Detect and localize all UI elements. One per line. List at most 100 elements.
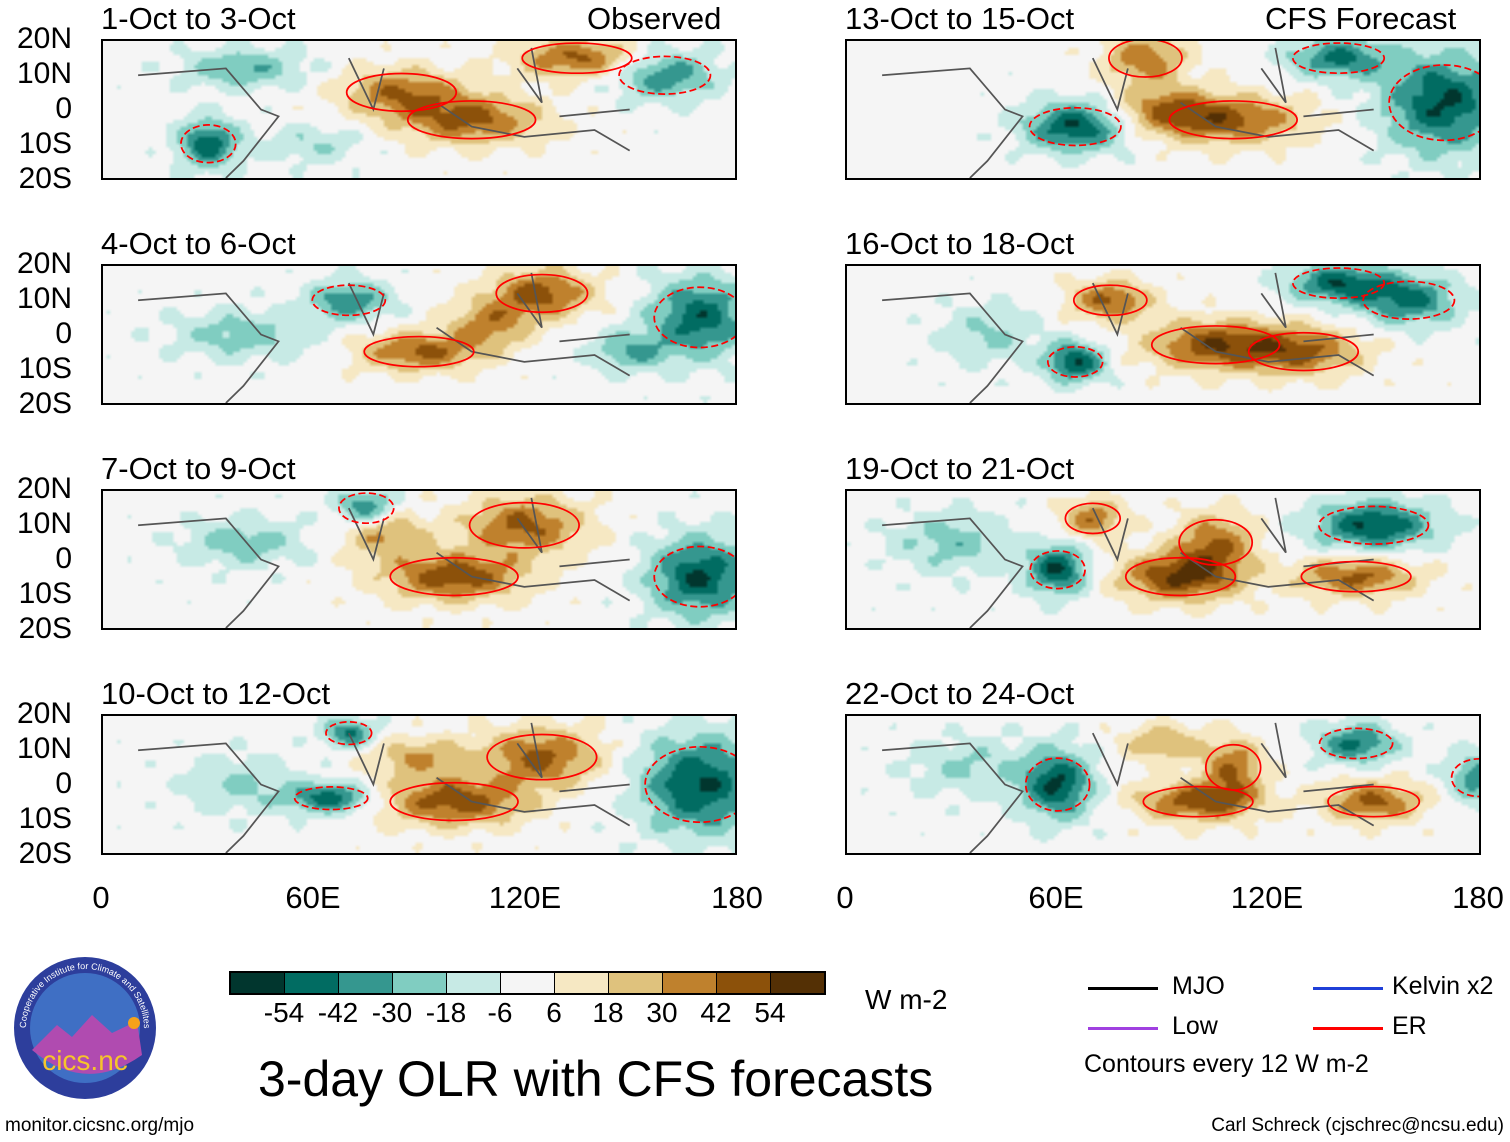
colorbar-label: -18 [425, 997, 467, 1028]
coastline [882, 722, 1375, 853]
er-contour [1168, 100, 1299, 140]
colorbar-swatch [393, 973, 447, 993]
er-contour [1024, 757, 1091, 812]
coastline [138, 497, 631, 628]
er-contour [1064, 502, 1122, 535]
er-contour [1204, 743, 1262, 791]
olr-anomaly-map [845, 489, 1481, 630]
panel-title: 10-Oct to 12-Oct [101, 676, 331, 711]
olr-anomaly-map [101, 714, 737, 855]
coastline [138, 272, 631, 403]
legend-label: Low [1172, 1012, 1218, 1040]
lat-label: 0 [55, 92, 72, 125]
figure-title: 3-day OLR with CFS forecasts [258, 1051, 934, 1107]
colorbar-swatch [663, 973, 717, 993]
olr-anomaly-map [845, 714, 1481, 855]
colorbar-swatch [501, 973, 555, 993]
colorbar-label: 6 [546, 997, 562, 1028]
er-contour [311, 284, 387, 317]
colorbar-label: 30 [646, 997, 678, 1028]
colorbar-label: -42 [317, 997, 359, 1028]
colorbar-label: -6 [487, 997, 513, 1028]
colorbar-swatch [285, 973, 339, 993]
er-contour [521, 42, 633, 75]
olr-anomaly-map [845, 264, 1481, 405]
er-contour [1108, 41, 1183, 78]
er-contour [1362, 280, 1456, 320]
er-contour [406, 100, 537, 140]
er-contour [1072, 284, 1148, 317]
lat-label: 20S [18, 612, 72, 645]
panel-title: 7-Oct to 9-Oct [101, 451, 296, 486]
coastline [882, 47, 1375, 178]
lat-label: 10N [16, 282, 72, 315]
colorbar-label: 18 [592, 997, 624, 1028]
lon-label: 0 [92, 880, 110, 915]
panel-title: 19-Oct to 21-Oct [845, 451, 1075, 486]
colorbar-swatch [771, 973, 824, 993]
lat-label: 20S [18, 837, 72, 870]
panel-title: 22-Oct to 24-Oct [845, 676, 1075, 711]
er-contour [1292, 42, 1386, 75]
colorbar-swatch [339, 973, 393, 993]
colorbar-label: 42 [700, 997, 732, 1028]
lat-label: 10N [16, 507, 72, 540]
coastline [138, 722, 631, 853]
colorbar [229, 971, 826, 995]
er-contour [468, 501, 580, 549]
er-contour [1318, 505, 1430, 545]
lon-label: 120E [488, 880, 562, 915]
lat-label: 10N [16, 732, 72, 765]
olr-anomaly-map [101, 264, 737, 405]
er-contour [180, 124, 237, 164]
footer-credit: Carl Schreck (cjschrec@ncsu.edu) [1211, 1115, 1504, 1136]
lon-label: 180 [711, 880, 763, 915]
panel-title: 13-Oct to 15-Oct [845, 1, 1075, 36]
panel-title: 1-Oct to 3-Oct [101, 1, 296, 36]
lat-label: 10S [18, 577, 72, 610]
lat-label: 20N [16, 247, 72, 280]
legend-line-er [1313, 1027, 1383, 1030]
colorbar-swatch [231, 973, 285, 993]
er-contour [495, 273, 589, 314]
er-contour [338, 492, 395, 525]
er-contour [486, 733, 598, 781]
lon-label: 0 [836, 880, 854, 915]
er-contour [1450, 757, 1479, 798]
er-contour [1028, 106, 1122, 147]
colorbar-units: W m-2 [865, 984, 948, 1015]
footer-url[interactable]: monitor.cicsnc.org/mjo [5, 1115, 195, 1136]
lat-label: 10N [16, 57, 72, 90]
lat-label: 10S [18, 127, 72, 160]
lon-label: 180 [1452, 880, 1504, 915]
legend-line-low [1088, 1027, 1158, 1030]
legend-label: MJO [1172, 972, 1225, 1000]
er-contour [1292, 267, 1386, 300]
er-contour [644, 745, 735, 824]
er-contour [1124, 556, 1237, 597]
lon-label: 60E [1028, 880, 1084, 915]
legend-line-kelvin [1313, 987, 1383, 990]
lat-label: 0 [55, 767, 72, 800]
colorbar-swatch [609, 973, 663, 993]
coastline [138, 47, 631, 178]
er-contour [389, 781, 519, 822]
er-contour [618, 55, 712, 95]
er-contour [1327, 785, 1421, 818]
coastline [882, 272, 1375, 403]
er-contour [293, 786, 369, 811]
er-contour [653, 545, 735, 608]
lat-label: 10S [18, 352, 72, 385]
colorbar-swatch [447, 973, 501, 993]
colorbar-swatch [717, 973, 771, 993]
logo-text: cics.nc [42, 1045, 128, 1076]
lat-label: 10S [18, 802, 72, 835]
er-contour [1178, 518, 1254, 566]
forecast-header: CFS Forecast [1265, 1, 1457, 36]
panel-title: 4-Oct to 6-Oct [101, 226, 296, 261]
er-contour [325, 720, 373, 746]
olr-anomaly-map [101, 489, 737, 630]
er-contour [389, 556, 519, 597]
colorbar-label: 54 [754, 997, 786, 1028]
